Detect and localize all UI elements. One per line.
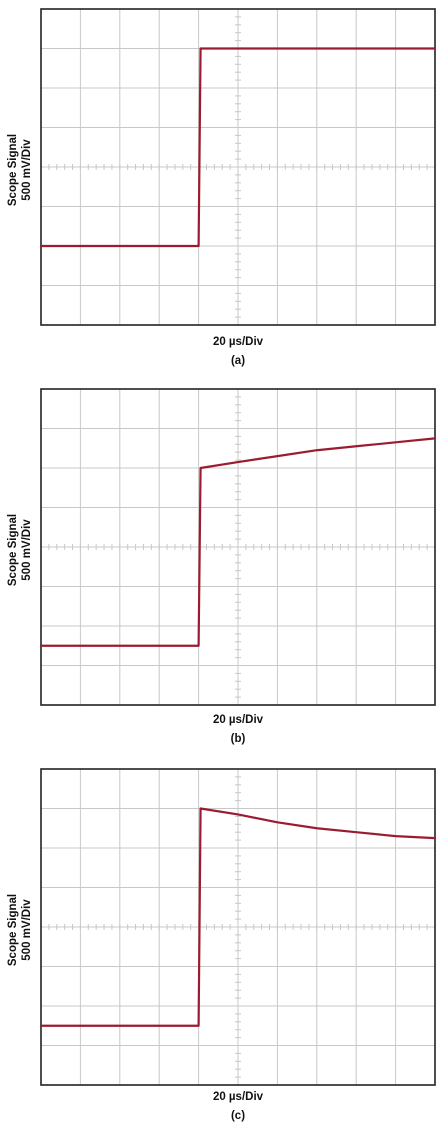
y-axis-label: Scope Signal 500 mV/Div [2,80,38,260]
plot-border [40,768,436,1086]
y-axis-label-line1: Scope Signal [7,133,19,207]
panel-label: (b) [230,733,246,745]
signal-trace [41,437,436,647]
y-axis-label-line1: Scope Signal [7,893,19,967]
chart-panel-c: Scope Signal 500 mV/Div 20 µs/Div (c) [0,760,448,1136]
scope-plot [40,768,436,1086]
x-axis-label: 20 µs/Div [212,336,264,348]
y-axis-label-line2: 500 mV/Div [21,519,33,581]
y-axis-label: Scope Signal 500 mV/Div [2,460,38,640]
y-axis-label-line2: 500 mV/Div [21,139,33,201]
chart-panel-b: Scope Signal 500 mV/Div 20 µs/Div (b) [0,380,448,760]
y-axis-label-line1: Scope Signal [7,513,19,587]
plot-border [40,8,436,326]
scope-plot [40,388,436,706]
panel-label: (c) [230,1110,246,1122]
y-axis-label-line2: 500 mV/Div [21,899,33,961]
plot-border [40,388,436,706]
y-axis-label: Scope Signal 500 mV/Div [2,840,38,1020]
chart-panel-a: Scope Signal 500 mV/Div 20 µs/Div (a) [0,0,448,380]
x-axis-label: 20 µs/Div [212,714,264,726]
scope-plot [40,8,436,326]
panel-label: (a) [230,355,246,367]
signal-trace [41,807,436,1027]
signal-trace [41,47,435,248]
x-axis-label: 20 µs/Div [212,1091,264,1103]
